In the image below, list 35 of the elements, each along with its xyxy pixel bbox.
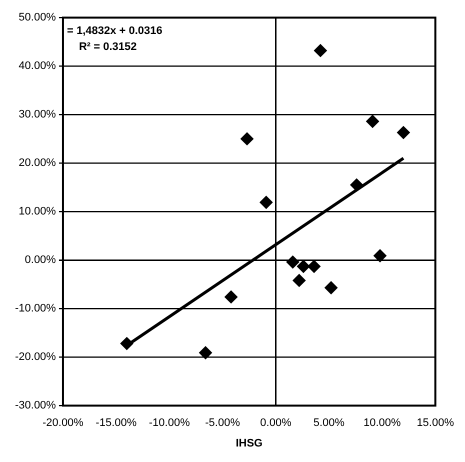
x-tick-label: 10.00% xyxy=(363,417,402,430)
x-tick-label: 5.00% xyxy=(313,417,345,430)
point xyxy=(308,260,321,273)
point xyxy=(366,114,380,128)
annotation: = 1,4832x + 0.0316 xyxy=(66,25,162,38)
point xyxy=(240,132,254,146)
point xyxy=(292,274,306,287)
x-tick-label: -5.00% xyxy=(205,417,240,430)
y-tick-label: 40.00% xyxy=(18,60,56,72)
y-tick-label: 10.00% xyxy=(18,206,56,218)
y-tick-label: -30.00% xyxy=(14,400,56,412)
point xyxy=(396,126,410,140)
point xyxy=(296,260,310,273)
point xyxy=(286,256,300,269)
point xyxy=(314,44,327,58)
x-tick-label: -15.00% xyxy=(96,417,137,430)
x-tick-label: 0.00% xyxy=(260,417,292,430)
point xyxy=(199,346,212,360)
point xyxy=(350,178,364,192)
point xyxy=(120,337,134,350)
point xyxy=(324,281,338,294)
x-tick-label: 15.00% xyxy=(416,417,454,430)
x-axis-title: IHSG xyxy=(236,437,263,450)
point xyxy=(260,196,273,209)
annotation: R² = 0.3152 xyxy=(78,41,137,54)
y-tick-label: 0.00% xyxy=(24,254,56,266)
y-tick-label: 30.00% xyxy=(18,108,56,121)
point xyxy=(224,290,238,304)
x-tick-label: -20.00% xyxy=(42,417,84,430)
y-tick-label: -10.00% xyxy=(14,302,56,315)
y-tick-label: 20.00% xyxy=(18,157,56,170)
x-tick-label: -10.00% xyxy=(148,417,190,430)
y-tick-label: -20.00% xyxy=(14,351,56,364)
point xyxy=(374,249,387,262)
y-tick-label: 50.00% xyxy=(18,12,56,24)
